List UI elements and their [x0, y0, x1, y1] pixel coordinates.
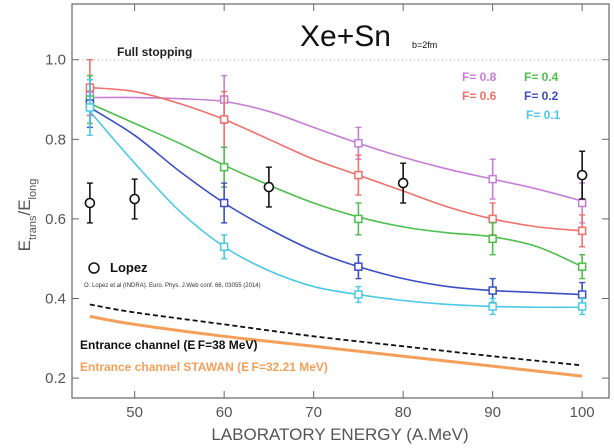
data-point-lopez: [576, 169, 588, 181]
data-point-4: [219, 242, 229, 252]
legend-entry-f01: F= 0.1: [526, 108, 561, 122]
x-tick-label: 50: [126, 404, 143, 421]
data-point-0: [488, 174, 497, 184]
y-axis-title: Etrans/Elong: [15, 179, 39, 252]
lopez-reference: O. Lopez et al (INDRA). Euro. Phys. J.We…: [84, 283, 261, 289]
data-points: [84, 59, 588, 316]
legend-entry-f04: F= 0.4: [524, 70, 559, 84]
legend-entry-f06: F= 0.6: [462, 89, 497, 103]
full-stopping-label: Full stopping: [117, 45, 192, 59]
y-axis-title-main: E: [15, 240, 34, 251]
entrance-channel-stawan-label: Entrance channel STAWAN (E F=32.21 MeV): [80, 360, 328, 374]
x-tick-label: 90: [484, 404, 501, 421]
data-point-4: [85, 103, 95, 112]
legend: F= 0.8 F= 0.4 F= 0.6 F= 0.2 F= 0.1: [462, 70, 561, 122]
axis-ticks: 50 60 70 80 90 100 0.2 0.4 0.6 0.8 1.0: [45, 4, 609, 421]
y-tick-label: 0.4: [45, 291, 66, 308]
data-point-1: [577, 226, 587, 236]
data-point-lopez: [129, 193, 140, 205]
data-point-0: [577, 198, 587, 208]
data-point-2: [577, 262, 587, 271]
plot-frame: [71, 3, 610, 399]
y-axis-title-slash: /E: [15, 199, 34, 215]
x-tick-label: 70: [305, 404, 322, 421]
data-point-3: [219, 198, 229, 208]
data-point-4: [488, 302, 497, 311]
data-point-3: [577, 290, 587, 299]
y-tick-label: 1.0: [45, 52, 66, 69]
data-point-2: [488, 234, 497, 244]
data-point-lopez: [84, 197, 96, 209]
data-point-4: [354, 290, 363, 299]
data-point-1: [354, 170, 363, 180]
x-tick-label: 60: [216, 404, 233, 421]
legend-entry-f02: F= 0.2: [524, 89, 559, 103]
data-point-3: [488, 286, 497, 295]
data-point-0: [354, 139, 363, 148]
data-point-lopez: [263, 181, 275, 193]
data-point-1: [488, 214, 497, 224]
chart-title: Xe+Sn: [300, 20, 391, 53]
x-tick-label: 100: [570, 404, 595, 421]
lopez-legend-marker: [88, 262, 100, 274]
data-point-2: [354, 214, 363, 224]
y-tick-label: 0.6: [45, 211, 66, 228]
x-axis-title: LABORATORY ENERGY (A.MeV): [211, 425, 468, 444]
data-point-lopez: [397, 177, 409, 189]
y-axis-title-sub-num: trans: [27, 215, 39, 240]
y-tick-label: 0.2: [45, 370, 66, 387]
series-curve-6: [89, 303, 583, 367]
legend-entry-f08: F= 0.8: [462, 70, 497, 84]
x-tick-label: 80: [395, 404, 412, 421]
y-tick-label: 0.8: [45, 131, 66, 148]
lopez-label: Lopez: [110, 260, 148, 275]
data-point-2: [219, 162, 229, 172]
entrance-channel-label: Entrance channel (E F=38 MeV): [80, 338, 257, 352]
data-point-1: [219, 115, 229, 124]
y-axis-title-sub-den: long: [27, 179, 39, 200]
data-point-3: [354, 262, 363, 271]
chart-subtitle: b=2fm: [412, 40, 437, 50]
data-point-4: [577, 302, 587, 311]
series-curve-7: [89, 314, 583, 378]
